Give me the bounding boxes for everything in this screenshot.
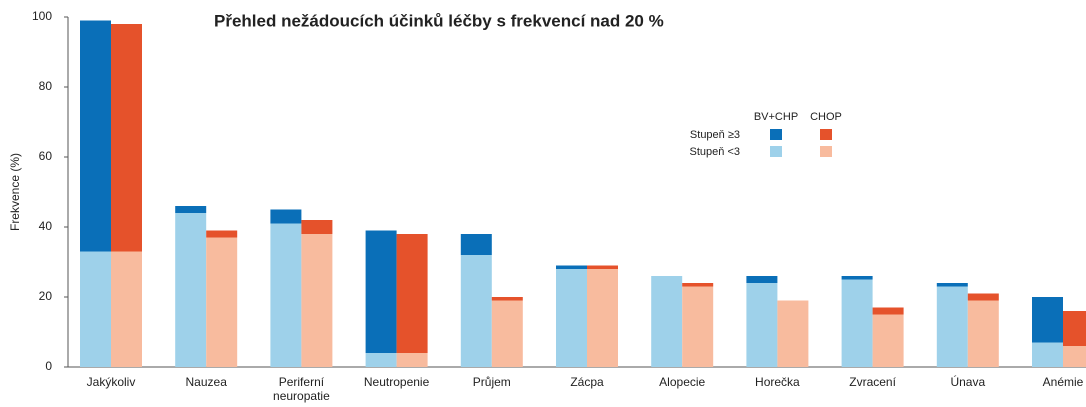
bar-segment bbox=[460, 255, 492, 367]
y-tick-label: 80 bbox=[39, 79, 53, 93]
bar-segment bbox=[587, 265, 618, 269]
bar-segment bbox=[587, 269, 618, 367]
bar-segment bbox=[746, 276, 778, 283]
bar-segment bbox=[270, 223, 302, 367]
y-tick-label: 20 bbox=[39, 289, 53, 303]
bar-segment bbox=[1063, 346, 1086, 367]
legend-swatch bbox=[820, 129, 832, 140]
bar-segment bbox=[270, 209, 302, 224]
x-tick-label: Únava bbox=[950, 374, 985, 389]
bar-segment bbox=[491, 297, 523, 301]
legend-header: CHOP bbox=[810, 111, 842, 123]
x-tick-label: Nauzea bbox=[186, 375, 228, 389]
bar-segment bbox=[556, 269, 587, 367]
bar-segment bbox=[80, 251, 111, 367]
bar-segment bbox=[301, 234, 333, 367]
y-tick-label: 60 bbox=[39, 149, 53, 163]
bar-segment bbox=[396, 353, 428, 367]
bar-segment bbox=[651, 276, 683, 367]
x-tick-label: Průjem bbox=[473, 375, 511, 389]
bar-segment bbox=[175, 206, 207, 213]
legend-swatch bbox=[770, 129, 782, 140]
legend-label: Stupeň ≥3 bbox=[690, 129, 740, 141]
bar-segment bbox=[111, 251, 142, 367]
bar-segment bbox=[936, 286, 968, 367]
x-tick-label: Jakýkoliv bbox=[87, 375, 136, 389]
x-tick-label: Neutropenie bbox=[364, 375, 430, 389]
bar-segment bbox=[365, 353, 397, 367]
x-tick-label: Alopecie bbox=[659, 375, 705, 389]
bar-segment bbox=[460, 234, 492, 255]
y-axis-label: Frekvence (%) bbox=[8, 153, 22, 231]
bar-segment bbox=[206, 230, 238, 238]
bar-segment bbox=[206, 237, 238, 367]
bar-segment bbox=[682, 283, 714, 287]
bar-segment bbox=[682, 286, 714, 367]
x-tick-label: Periferní bbox=[279, 375, 325, 389]
legend-header: BV+CHP bbox=[754, 111, 798, 123]
bar-segment bbox=[1032, 297, 1063, 343]
legend-swatch bbox=[820, 146, 832, 157]
y-tick-label: 100 bbox=[32, 9, 52, 23]
legend-label: Stupeň <3 bbox=[690, 146, 740, 158]
x-tick-label: Anémie bbox=[1043, 375, 1084, 389]
chart-title: Přehled nežádoucích účinků léčby s frekv… bbox=[214, 11, 664, 30]
x-tick-label: Horečka bbox=[755, 375, 800, 389]
bar-segment bbox=[556, 265, 587, 269]
bar-segment bbox=[491, 300, 523, 367]
y-tick-label: 40 bbox=[39, 219, 53, 233]
bar-segment bbox=[967, 293, 999, 301]
bar-segment bbox=[746, 283, 778, 367]
x-tick-label: Zvracení bbox=[849, 375, 896, 389]
x-tick-label: neuropatie bbox=[273, 389, 330, 403]
bar-segment bbox=[396, 234, 428, 353]
x-tick-label: Zácpa bbox=[570, 375, 604, 389]
bar-segment bbox=[80, 20, 111, 252]
legend-swatch bbox=[770, 146, 782, 157]
bar-segment bbox=[872, 307, 904, 315]
bar-segment bbox=[1032, 342, 1063, 367]
bar-segment bbox=[365, 230, 397, 353]
bar-segment bbox=[111, 24, 142, 252]
bar-segment bbox=[936, 283, 968, 287]
bar-segment bbox=[175, 213, 207, 367]
bar-segment bbox=[841, 279, 873, 367]
bar-segment bbox=[872, 314, 904, 367]
bar-segment bbox=[1063, 311, 1086, 346]
y-tick-label: 0 bbox=[45, 359, 52, 373]
bar-segment bbox=[777, 300, 809, 367]
bar-segment bbox=[967, 300, 999, 367]
bar-segment bbox=[841, 276, 873, 280]
bar-segment bbox=[301, 220, 333, 234]
